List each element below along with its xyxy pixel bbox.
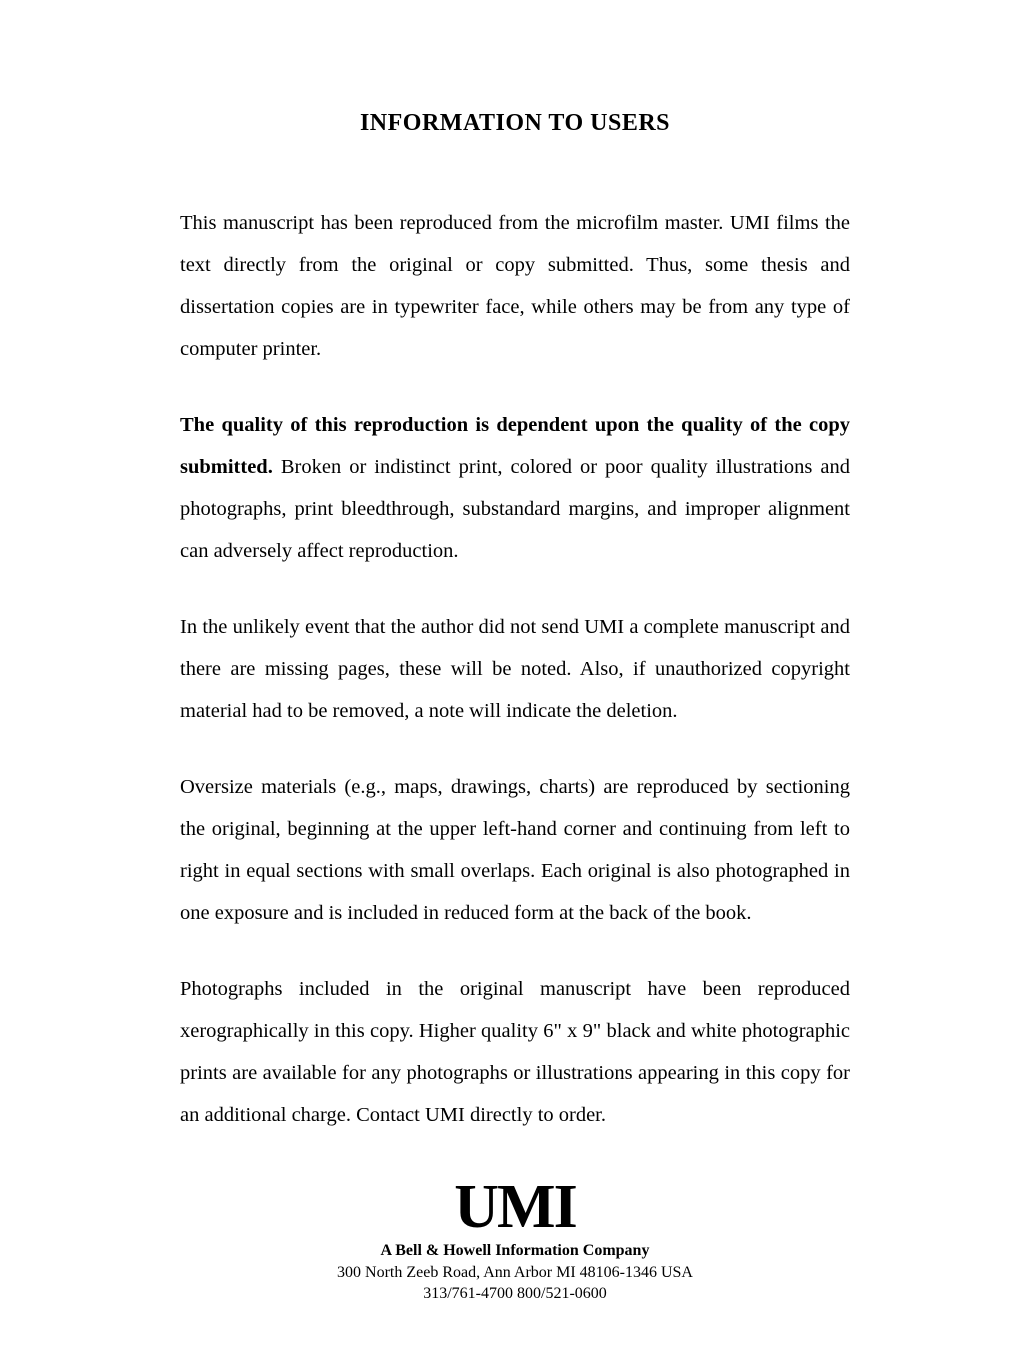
- page-title: INFORMATION TO USERS: [180, 110, 850, 137]
- company-line: A Bell & Howell Information Company: [180, 1240, 850, 1262]
- paragraph-4: Oversize materials (e.g., maps, drawings…: [180, 766, 850, 934]
- paragraph-1: This manuscript has been reproduced from…: [180, 202, 850, 370]
- document-page: INFORMATION TO USERS This manuscript has…: [0, 0, 1020, 1365]
- paragraph-5: Photographs included in the original man…: [180, 968, 850, 1136]
- umi-logo: UMI: [180, 1176, 850, 1238]
- paragraph-3: In the unlikely event that the author di…: [180, 606, 850, 732]
- paragraph-2: The quality of this reproduction is depe…: [180, 404, 850, 572]
- paragraph-2-rest: Broken or indistinct print, colored or p…: [180, 456, 850, 562]
- address-line: 300 North Zeeb Road, Ann Arbor MI 48106-…: [180, 1262, 850, 1284]
- footer-block: UMI A Bell & Howell Information Company …: [180, 1176, 850, 1305]
- phones-line: 313/761-4700 800/521-0600: [180, 1283, 850, 1305]
